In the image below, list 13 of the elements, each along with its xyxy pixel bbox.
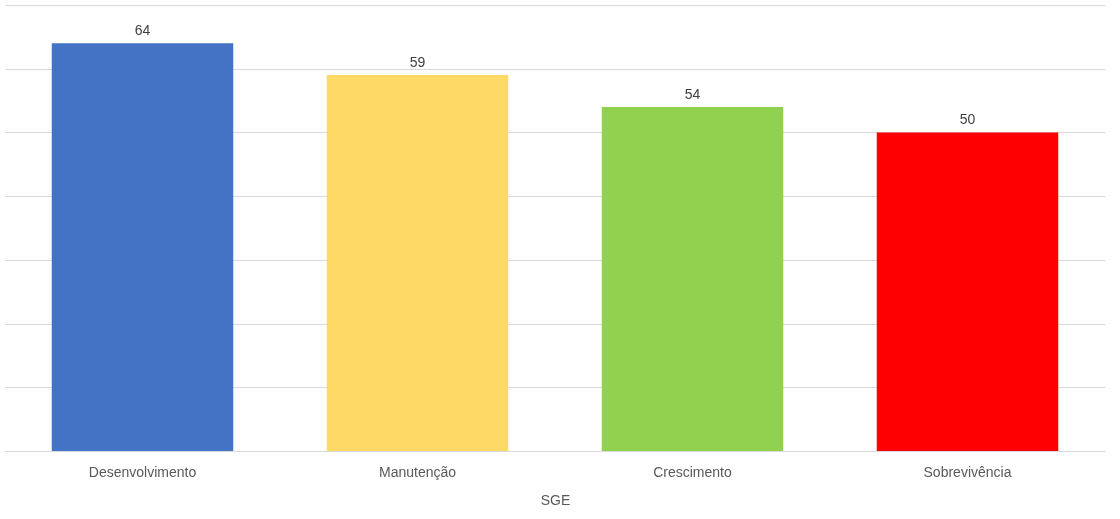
bar (326, 75, 509, 451)
data-label: 59 (409, 54, 426, 71)
x-tick-label: Sobrevivência (923, 463, 1012, 480)
bar (51, 43, 234, 451)
bar (876, 132, 1059, 451)
data-label: 50 (959, 111, 976, 128)
x-tick-label: Manutenção (378, 463, 457, 480)
x-axis-title: SGE (540, 491, 571, 508)
data-label: 54 (684, 85, 701, 102)
data-label: 64 (134, 22, 151, 39)
bar (601, 106, 784, 451)
x-tick-label: Desenvolvimento (88, 463, 197, 480)
x-tick-label: Crescimento (653, 463, 732, 480)
